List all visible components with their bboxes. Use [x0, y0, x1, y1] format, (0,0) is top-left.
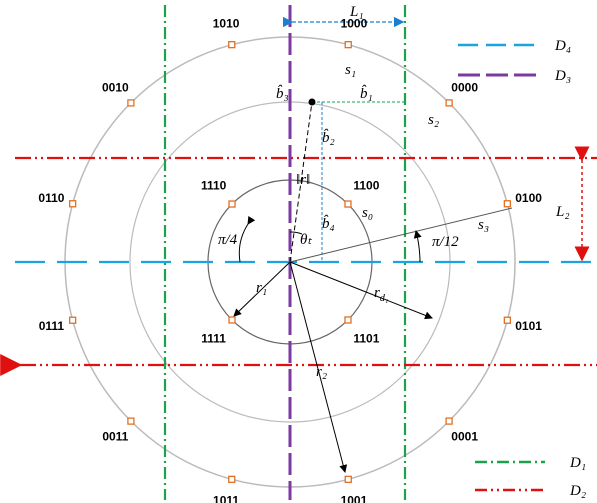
- legend-lines: [458, 43, 545, 492]
- r2-label: r₂: [316, 364, 327, 380]
- legend-label: D₃: [554, 68, 571, 84]
- decision-lines: [0, 5, 597, 500]
- constellation-point: [445, 99, 453, 107]
- constellation-point: [344, 475, 352, 483]
- annotations: [233, 16, 590, 473]
- rd1-label: rd₁: [374, 285, 388, 304]
- point-label: 0110: [38, 191, 64, 205]
- constellation-point: [503, 316, 511, 324]
- constellation-point: [445, 417, 453, 425]
- constellation-point: [228, 41, 236, 49]
- point-label: 0010: [102, 80, 129, 94]
- point-label: 1001: [341, 494, 368, 503]
- constellation-point: [127, 99, 135, 107]
- constellation-point: [228, 316, 236, 324]
- point-label: 1111: [201, 331, 226, 345]
- point-label: 1011: [213, 494, 239, 503]
- r1-label: r₁: [256, 280, 267, 296]
- point-label: 0100: [515, 191, 542, 205]
- point-label: 0111: [39, 319, 65, 333]
- constellation-point: [228, 475, 236, 483]
- constellation-point: [127, 417, 135, 425]
- constellation-point: [69, 316, 77, 324]
- legend-label: D₁: [569, 455, 586, 471]
- b-hat-label: b̂₃: [276, 85, 289, 102]
- point-label: 1110: [201, 179, 227, 193]
- constellation-point: [344, 316, 352, 324]
- region-label: s₃: [478, 217, 489, 233]
- l2-label: L₂: [555, 204, 570, 220]
- region-label: s₁: [345, 62, 356, 78]
- point-label: 1101: [353, 331, 379, 345]
- angle-label: π/12: [432, 234, 459, 250]
- l1-label: L₁: [349, 4, 364, 20]
- point-label: 0011: [102, 430, 128, 444]
- region-label: s₂: [428, 112, 439, 128]
- b-hat-label: b̂₁: [360, 85, 373, 102]
- point-label: 1000: [341, 16, 368, 30]
- constellation-point: [344, 41, 352, 49]
- point-label: 0001: [451, 430, 478, 444]
- point-label: 1100: [353, 179, 379, 193]
- point-label: 1010: [213, 16, 240, 30]
- legend-label: D₄: [554, 38, 571, 54]
- point-label: 0000: [451, 80, 478, 94]
- constellation-point: [69, 200, 77, 208]
- legend-label: D₂: [569, 483, 586, 499]
- angle-label: π/4: [218, 232, 238, 248]
- b-hat-label: b̂₂: [322, 129, 335, 146]
- constellation-point: [344, 200, 352, 208]
- b-hat-label: b̂₄: [322, 215, 335, 232]
- theta-label: θₜ: [300, 232, 312, 248]
- constellation-point: [503, 200, 511, 208]
- point-label: 0101: [515, 319, 542, 333]
- norm-label: ‖r‖: [296, 172, 310, 188]
- rd1-base: r: [374, 285, 380, 301]
- region-label: s₀: [362, 205, 373, 221]
- constellation-point: [228, 200, 236, 208]
- rd1-sub: d₁: [380, 293, 388, 304]
